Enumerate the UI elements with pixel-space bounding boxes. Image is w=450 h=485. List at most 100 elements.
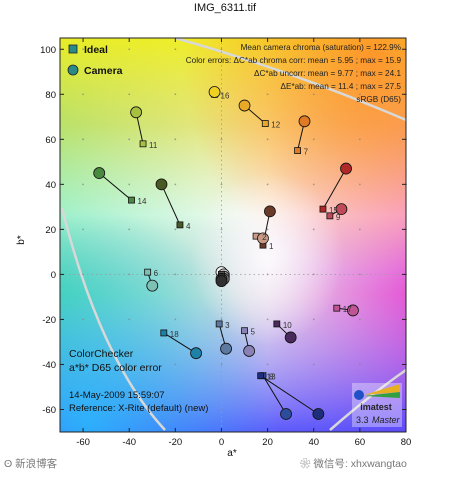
patch-camera-circle: [284, 331, 297, 344]
patch-ideal-square: [144, 268, 152, 276]
patch-error-line: [260, 375, 319, 415]
patch-camera-circle: [280, 408, 292, 420]
patch-5: 5: [241, 327, 256, 357]
patch-camera-circle: [264, 205, 276, 218]
grid-dot: [266, 408, 269, 411]
patch-ideal-square: [294, 147, 301, 154]
grid-dot: [82, 48, 84, 51]
patch-camera-circle: [208, 86, 221, 98]
grid-dot: [358, 273, 361, 276]
x-tick-label: 20: [262, 437, 273, 448]
grid-dot: [220, 183, 223, 186]
patch-14: 14: [93, 167, 147, 206]
patch-camera-circle: [312, 408, 325, 420]
grid-dot: [128, 138, 131, 141]
patch-17: 17: [333, 304, 359, 317]
grid-dot: [174, 183, 177, 186]
footer-wechat: ❀ 微信号: xhxwangtao: [300, 456, 407, 471]
grid-dot: [128, 93, 131, 96]
gamut-boundary-right: [329, 368, 406, 431]
grid-dot: [358, 183, 361, 186]
y-axis-ticks: 100 80 60 40 20 0 -20 -40 -60: [40, 45, 406, 416]
gamut-boundary-left: [60, 207, 166, 431]
patch-label: 17: [343, 305, 352, 314]
x-axis-label: a*: [227, 448, 237, 459]
logo-version: 3.3: [356, 415, 369, 425]
grid-dot: [312, 228, 315, 231]
patch-camera-circle: [238, 99, 251, 112]
weibo-icon: ʘ: [4, 458, 13, 470]
info-title: ColorChecker: [69, 348, 134, 360]
patch-ideal-square: [326, 212, 334, 220]
y-tick-label: 100: [40, 45, 56, 56]
patch-error-line: [163, 332, 197, 354]
patch-error-line: [322, 168, 347, 210]
grid-dot: [128, 408, 131, 411]
grid-dot: [266, 48, 269, 51]
y-tick-label: 80: [45, 90, 56, 101]
grid-dot: [128, 273, 131, 276]
patch-label: 13: [267, 373, 276, 382]
grid-dot: [128, 48, 131, 51]
y-tick-label: -40: [42, 360, 56, 371]
info-date: 14-May-2009 15:59:07: [69, 390, 165, 401]
legend-ideal-label: Ideal: [84, 44, 108, 56]
grid-dot: [82, 93, 84, 96]
grid-dot: [358, 408, 361, 411]
patch-label: 8: [269, 373, 274, 382]
patch-16: 16: [208, 86, 230, 100]
footer-right-text: 微信号: xhxwangtao: [313, 458, 407, 470]
grid-dot: [174, 408, 177, 411]
grid-dot: [312, 138, 315, 141]
logo-edition: Master: [372, 415, 401, 425]
stats-uncorr: ΔC*ab uncorr: mean = 9.77 ; max = 24.1: [254, 69, 401, 78]
patch-ideal-square: [261, 120, 269, 127]
grid-dot: [312, 273, 315, 276]
patch-label: 11: [149, 141, 158, 150]
patch-ideal-square: [176, 221, 184, 229]
patch-11: 11: [130, 106, 158, 150]
x-tick-label: -60: [76, 437, 90, 448]
grid-dot: [174, 48, 177, 51]
grid-dot: [128, 318, 131, 321]
patch-15: 15: [319, 162, 352, 215]
x-tick-label: 60: [355, 437, 366, 448]
grid-dot: [312, 318, 315, 321]
stats-delta-e: ΔE*ab: mean = 11.4 ; max = 27.5: [281, 82, 402, 91]
imatest-logo: imatest 3.3 Master: [352, 383, 402, 427]
x-tick-label: -20: [168, 437, 182, 448]
patch-ideal-square: [241, 327, 248, 335]
grid-dot: [220, 228, 223, 231]
plot-frame: [59, 37, 407, 433]
patch-18: 18: [160, 329, 202, 360]
grid-dot: [266, 138, 269, 141]
patch-label: 10: [283, 321, 292, 330]
patch-camera-circle: [93, 167, 106, 179]
patch-camera-circle: [220, 342, 232, 355]
chart-title: IMG_6311.tif: [193, 2, 257, 14]
patch-24: [215, 273, 228, 288]
grid-dot: [174, 228, 177, 231]
patch-label: 12: [271, 121, 280, 130]
y-tick-label: 20: [45, 225, 56, 236]
footer-left-text: 新浪博客: [15, 458, 58, 470]
y-tick-label: -20: [42, 315, 56, 326]
zero-axis-lines: [60, 38, 406, 432]
grid-dot: [266, 228, 269, 231]
gamut-boundary-top: [174, 38, 406, 122]
grid-dot: [312, 48, 315, 51]
x-axis-ticks: -60 -40 -20 0 20 40 60 80: [76, 38, 411, 448]
patch-10: 10: [273, 320, 297, 344]
patch-ideal-square: [139, 140, 147, 148]
y-tick-label: 60: [45, 135, 56, 146]
grid-dot: [82, 363, 84, 366]
stats-chroma-corr: Color errors: ΔC*ab chroma corr: mean = …: [186, 56, 402, 65]
x-tick-label: 40: [308, 437, 319, 448]
patch-label: 16: [221, 91, 230, 100]
grid-dot: [266, 93, 269, 96]
patch-error-line: [161, 184, 181, 226]
grid-dot: [82, 408, 84, 411]
logo-blue-dot: [354, 390, 364, 400]
grid-dot: [128, 363, 131, 366]
